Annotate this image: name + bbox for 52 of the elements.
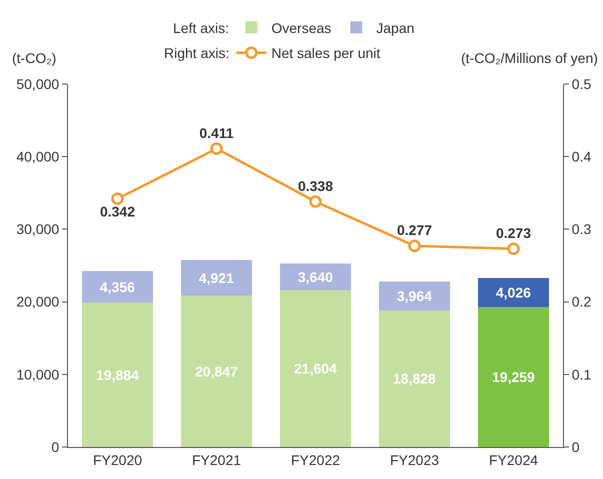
data-label: 4,356 [100, 278, 136, 295]
bar [280, 290, 352, 447]
data-label: 0.338 [298, 178, 334, 194]
data-label: 0.411 [199, 124, 234, 141]
data-label: 0.273 [496, 225, 532, 242]
bar [378, 282, 450, 310]
data-label: 3,964 [396, 288, 432, 304]
legend-label: Net sales per unit [271, 45, 380, 62]
y2-axis-title: (t-CO₂/Millions of yen) [461, 50, 598, 66]
data-label: 3,640 [298, 268, 334, 285]
y-tick-label: 30,000 [16, 221, 60, 238]
data-label: 18,828 [392, 370, 436, 387]
y-tick-label: 20,000 [16, 294, 60, 310]
x-tick-label: FY2022 [290, 452, 340, 468]
bar [378, 310, 450, 447]
text: Left axis: [173, 20, 230, 36]
y2-tick-label: 0.4 [572, 148, 592, 164]
data-label: 0.342 [100, 203, 136, 220]
y-axis-title: (t-CO₂) [12, 50, 56, 66]
data-label: 21,604 [294, 360, 338, 377]
data-label: 19,259 [492, 369, 536, 386]
data-label: 0.277 [396, 222, 432, 238]
bar [180, 296, 252, 447]
y2-tick-label: 0.5 [572, 76, 592, 92]
x-tick-label: FY2020 [92, 452, 142, 468]
point [210, 142, 223, 155]
x-tick-label: FY2021 [192, 452, 242, 468]
y2-tick-label: 0.1 [572, 366, 592, 382]
point [507, 242, 520, 256]
bar [478, 307, 550, 447]
x-tick-label: FY2023 [390, 452, 440, 468]
y-tick-label: 0 [51, 438, 60, 455]
y-tick-label: 40,000 [16, 148, 60, 164]
point [408, 240, 421, 252]
bar [180, 260, 252, 296]
bar [82, 271, 154, 303]
legend-label: Overseas [271, 20, 332, 36]
point [111, 192, 124, 205]
y2-tick-label: 0.3 [572, 221, 592, 238]
y-tick-label: 10,000 [16, 366, 60, 382]
bar [82, 302, 154, 447]
legend-label: Japan [376, 20, 414, 36]
y2-tick-label: 0 [572, 438, 580, 455]
data-label: 19,884 [96, 366, 140, 383]
x-tick-label: FY2024 [488, 452, 538, 468]
point [309, 195, 322, 208]
text: Right axis: [164, 45, 230, 61]
data-label: 20,847 [194, 363, 238, 380]
y-tick-label: 50,000 [16, 76, 60, 92]
data-label: 4,026 [496, 284, 532, 301]
y2-tick-label: 0.2 [572, 294, 592, 310]
data-label: 4,921 [198, 270, 234, 286]
